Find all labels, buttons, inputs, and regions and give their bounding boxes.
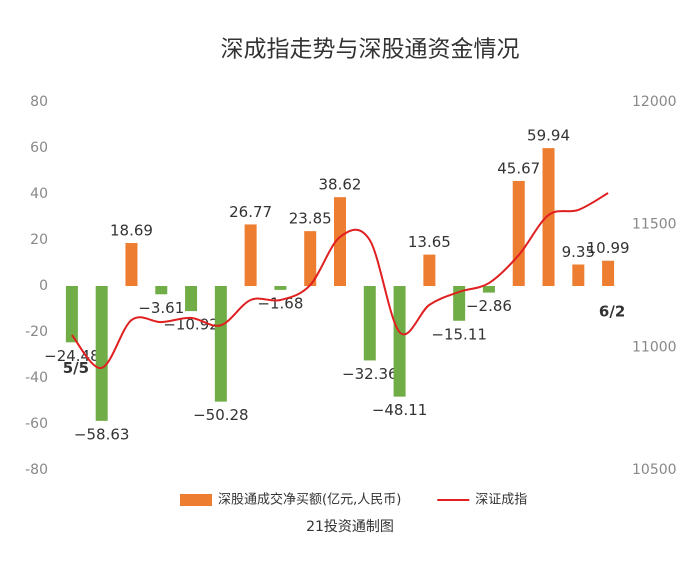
bar <box>453 286 466 321</box>
bar <box>274 286 287 290</box>
value-label: 10.99 <box>587 239 630 257</box>
source: 21投资通制图 <box>306 519 394 535</box>
y2-tick-label: 11000 <box>632 339 677 355</box>
legend-swatch <box>180 494 212 506</box>
value-label: −50.28 <box>193 406 249 424</box>
bar <box>482 286 495 293</box>
bar <box>512 180 525 286</box>
value-label: 23.85 <box>289 210 332 228</box>
y-tick-label: 80 <box>30 94 48 110</box>
value-label: 13.65 <box>408 233 451 251</box>
legend-label: 深证成指 <box>475 493 527 508</box>
value-label: −1.68 <box>257 294 303 312</box>
value-label: −32.36 <box>342 365 398 383</box>
y-tick-label: 20 <box>30 232 48 248</box>
value-label: 45.67 <box>497 159 540 177</box>
value-label: −2.86 <box>466 297 512 315</box>
bar <box>95 286 108 421</box>
value-label: 18.69 <box>110 222 153 240</box>
bar <box>304 231 317 286</box>
bar <box>542 148 555 286</box>
bar <box>65 286 78 343</box>
value-label: −24.48 <box>44 347 100 365</box>
value-label: 38.62 <box>319 176 362 194</box>
y-tick-label: -60 <box>25 416 48 432</box>
value-label: −15.11 <box>431 325 487 343</box>
y-tick-label: -20 <box>25 324 48 340</box>
y-tick-label: 60 <box>30 140 48 156</box>
bar <box>244 224 257 286</box>
line <box>71 192 609 369</box>
bar <box>572 264 585 286</box>
y-tick-label: 40 <box>30 186 48 202</box>
y2-tick-label: 12000 <box>632 94 677 110</box>
bar <box>185 286 198 312</box>
value-label: −3.61 <box>138 299 184 317</box>
bar <box>423 254 436 286</box>
x-tick-label: 6/2 <box>599 303 625 321</box>
y2-tick-label: 10500 <box>632 462 677 478</box>
x-tick-label: 5/5 <box>63 359 89 377</box>
bar <box>393 286 406 397</box>
chart-title: 深成指走势与深股通资金情况 <box>221 37 520 63</box>
legend-label: 深股通成交净买额(亿元,人民币) <box>218 492 401 508</box>
bar <box>363 286 376 361</box>
value-label: 59.94 <box>527 127 570 145</box>
y-tick-label: -40 <box>25 370 48 386</box>
bar <box>214 286 227 402</box>
bar <box>334 197 346 286</box>
y2-tick-label: 11500 <box>632 217 677 233</box>
y-tick-label: -80 <box>25 462 48 478</box>
bar <box>125 243 138 286</box>
value-label: 9.35 <box>562 243 595 261</box>
value-label: 26.77 <box>229 203 272 221</box>
value-label: −48.11 <box>372 401 428 419</box>
y-tick-label: 0 <box>39 278 48 294</box>
bar <box>155 286 168 295</box>
bar <box>602 260 615 286</box>
value-label: −58.63 <box>74 425 130 443</box>
